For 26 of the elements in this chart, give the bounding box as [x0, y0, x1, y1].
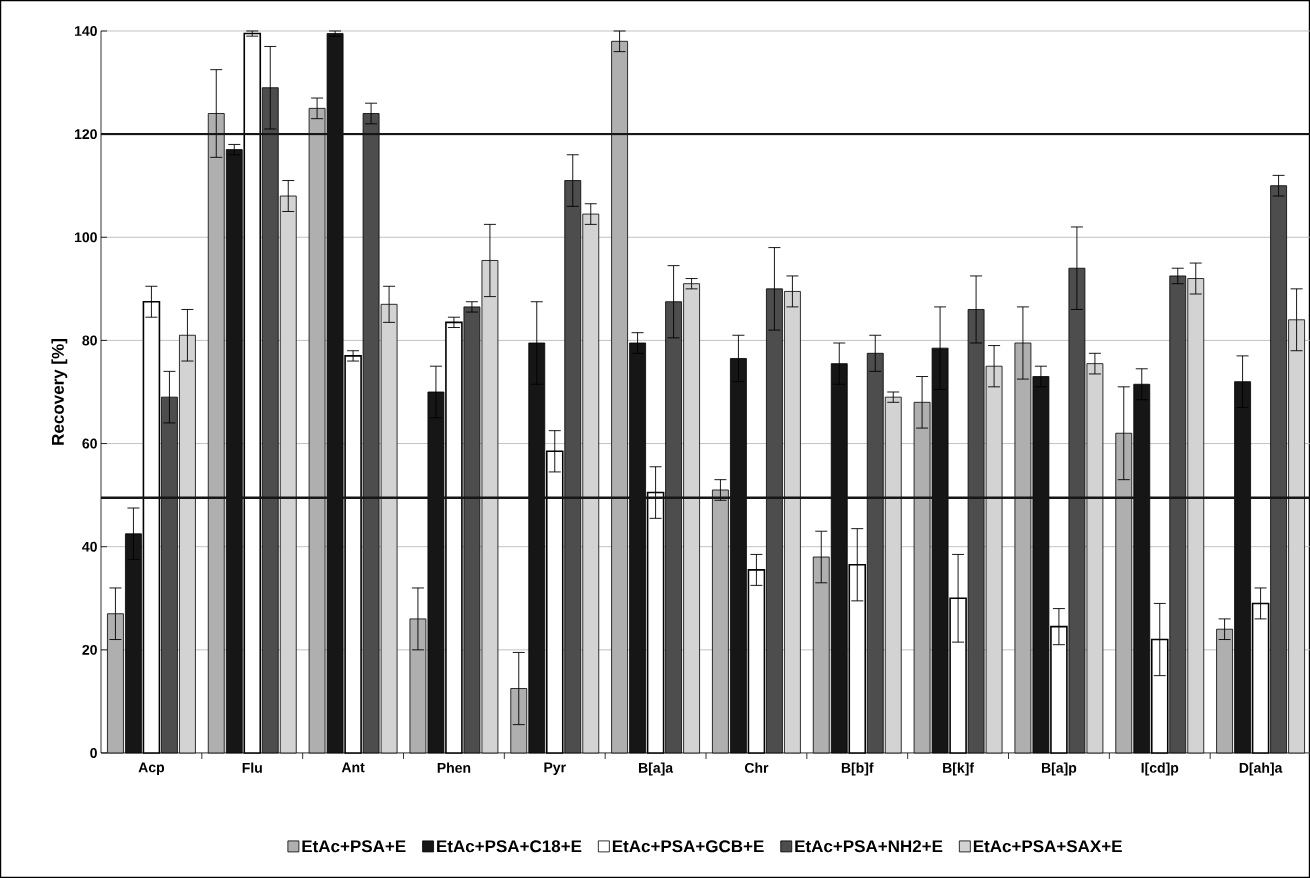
y-tick-label: 60 — [82, 438, 97, 449]
x-tick-label: B[a]p — [1041, 762, 1077, 776]
y-tick-label: 20 — [82, 644, 97, 655]
legend-label: EtAc+PSA+GCB+E — [612, 840, 764, 853]
y-tick-label: 140 — [75, 26, 97, 36]
x-tick-label: B[b]f — [841, 762, 874, 776]
legend-label: EtAc+PSA+NH2+E — [795, 840, 943, 853]
legend-label: EtAc+PSA+C18+E — [437, 840, 582, 853]
y-tick-label: 120 — [75, 129, 97, 140]
x-tick-label: Pyr — [544, 762, 566, 776]
x-tick-label: Flu — [242, 762, 262, 773]
x-tick-label: Chr — [744, 762, 769, 773]
x-tick-label: D[ah]a — [1239, 762, 1283, 776]
x-tick-label: Acp — [138, 762, 165, 776]
y-axis-title: Recovery [%] — [51, 339, 68, 445]
y-tick-label: 100 — [75, 232, 97, 243]
x-tick-label: B[a]a — [639, 762, 674, 776]
x-tick-label: Ant — [341, 762, 365, 773]
y-tick-label: 40 — [82, 541, 97, 552]
y-tick-label: 0 — [90, 748, 97, 758]
x-tick-label: I[cd]p — [1141, 762, 1179, 776]
legend-label: EtAc+PSA+SAX+E — [973, 840, 1122, 853]
x-tick-label: B[k]f — [943, 762, 975, 776]
legend-label: EtAc+PSA+E — [302, 840, 406, 853]
x-tick-label: Phen — [437, 762, 471, 773]
y-tick-label: 80 — [82, 335, 97, 346]
